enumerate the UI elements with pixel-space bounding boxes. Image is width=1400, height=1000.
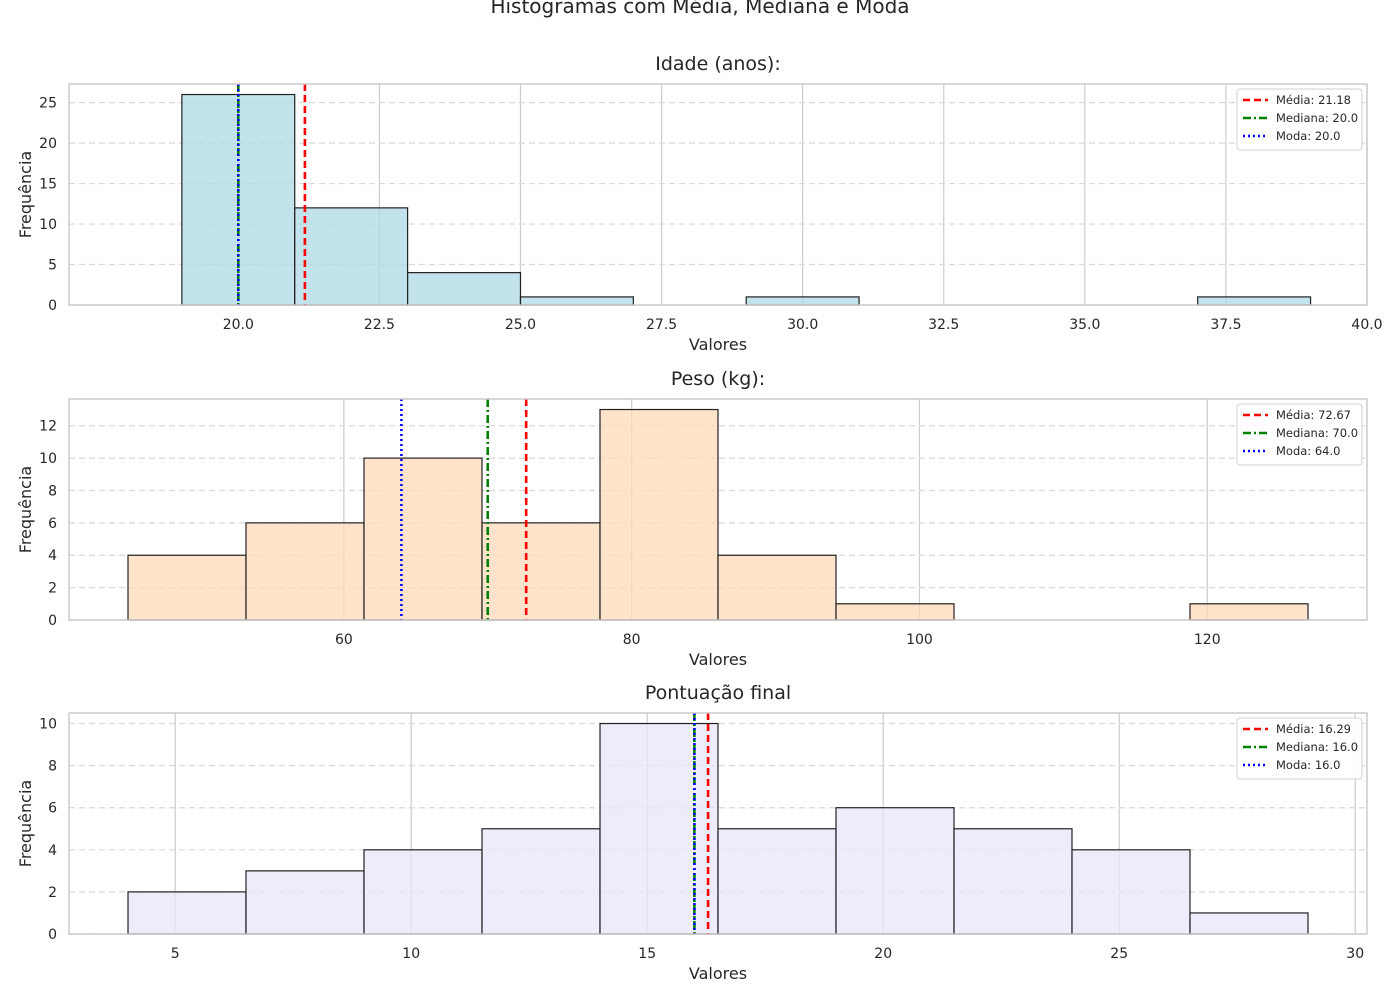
y-tick-label: 4 — [48, 843, 57, 859]
legend: Média: 16.29 Mediana: 16.0 Moda: 16.0 — [1236, 717, 1363, 780]
legend-label: Moda: 20.0 — [1276, 129, 1340, 143]
histogram-bar — [835, 603, 955, 621]
y-tick-label: 0 — [48, 927, 57, 943]
histogram-bar — [519, 296, 634, 306]
histogram-bar — [245, 870, 365, 935]
x-tick-label: 25 — [1110, 946, 1128, 962]
y-tick-label: 20 — [39, 136, 57, 152]
histogram-bar — [481, 522, 601, 621]
legend-label: Moda: 64.0 — [1276, 444, 1340, 458]
y-axis-label: Frequência — [16, 780, 35, 867]
histogram-bar — [127, 891, 247, 935]
legend: Média: 21.18 Mediana: 20.0 Moda: 20.0 — [1236, 88, 1363, 151]
y-tick-label: 0 — [48, 613, 57, 629]
x-axis-label: Valores — [689, 650, 747, 669]
histogram-bar — [1189, 912, 1309, 935]
legend-box — [1236, 403, 1363, 466]
x-tick-label: 15 — [638, 946, 656, 962]
x-tick-label: 20 — [874, 946, 892, 962]
x-axis-label: Valores — [689, 335, 747, 354]
legend: Média: 72.67 Mediana: 70.0 Moda: 64.0 — [1236, 403, 1363, 466]
y-tick-label: 4 — [48, 548, 57, 564]
x-tick-label: 40.0 — [1351, 317, 1382, 333]
x-tick-label: 32.5 — [928, 317, 959, 333]
histogram-bar — [717, 828, 837, 935]
x-tick-label: 37.5 — [1210, 317, 1241, 333]
histogram-bar — [481, 828, 601, 935]
y-tick-label: 15 — [39, 177, 57, 193]
histogram-bar — [1071, 849, 1191, 935]
histogram-bar — [407, 272, 522, 306]
histogram-bar — [363, 849, 483, 935]
x-axis-label: Valores — [689, 964, 747, 983]
histogram-bar — [745, 296, 860, 306]
y-tick-label: 2 — [48, 885, 57, 901]
legend-label: Mediana: 20.0 — [1276, 111, 1358, 125]
x-tick-label: 5 — [171, 946, 180, 962]
y-tick-label: 8 — [48, 483, 57, 499]
legend-label: Média: 16.29 — [1276, 722, 1351, 736]
x-tick-label: 20.0 — [223, 317, 254, 333]
y-tick-label: 12 — [39, 419, 57, 435]
x-tick-label: 10 — [402, 946, 420, 962]
histogram-bar — [363, 457, 483, 621]
legend-box — [1236, 88, 1363, 151]
panel-title: Idade (anos): — [655, 53, 781, 75]
histogram-bar — [1189, 603, 1309, 621]
y-axis-label: Frequência — [16, 466, 35, 553]
histogram-bar — [599, 722, 719, 935]
plot-frame — [68, 398, 1368, 621]
x-tick-label: 27.5 — [646, 317, 677, 333]
legend-label: Média: 21.18 — [1276, 93, 1351, 107]
y-tick-label: 6 — [48, 801, 57, 817]
y-tick-label: 10 — [39, 717, 57, 733]
y-axis-label: Frequência — [16, 151, 35, 238]
y-tick-label: 10 — [39, 451, 57, 467]
y-tick-label: 5 — [48, 258, 57, 274]
legend-label: Moda: 16.0 — [1276, 758, 1340, 772]
plot-frame — [68, 712, 1368, 935]
histogram-panel-2: 60 80 100 120 0 2 4 6 8 10 12 Valores Frequência Peso… — [16, 368, 1368, 669]
y-tick-label: 10 — [39, 217, 57, 233]
x-tick-label: 30.0 — [787, 317, 818, 333]
figure-title: Histogramas com Média, Mediana e Moda — [490, 0, 910, 18]
plot-frame — [68, 83, 1368, 306]
x-tick-label: 30 — [1346, 946, 1364, 962]
legend-box — [1236, 717, 1363, 780]
x-tick-label: 60 — [335, 632, 353, 648]
panel-title: Pontuação final — [645, 682, 791, 704]
x-tick-label: 35.0 — [1069, 317, 1100, 333]
x-tick-label: 22.5 — [364, 317, 395, 333]
x-tick-label: 25.0 — [505, 317, 536, 333]
histogram-bar — [245, 522, 365, 621]
histogram-bar — [717, 554, 837, 621]
histogram-bar — [953, 828, 1073, 935]
histogram-bar — [1197, 296, 1312, 306]
legend-label: Mediana: 16.0 — [1276, 740, 1358, 754]
histogram-panel-1: 20.0 22.5 25.0 27.5 30.0 32.5 35.0 37.5 40.0 0 5 10… — [16, 53, 1383, 354]
histogram-panel-3: 5 10 15 20 25 30 0 2 4 6 8 10 Valores Frequência Pontu… — [16, 682, 1368, 983]
histogram-bar — [294, 207, 409, 306]
panel-title: Peso (kg): — [671, 368, 765, 390]
histogram-bar — [127, 554, 247, 621]
x-tick-label: 120 — [1194, 632, 1221, 648]
histogram-bar — [599, 408, 719, 621]
y-tick-label: 0 — [48, 298, 57, 314]
y-tick-label: 8 — [48, 759, 57, 775]
legend-label: Média: 72.67 — [1276, 408, 1351, 422]
x-tick-label: 80 — [623, 632, 641, 648]
y-tick-label: 6 — [48, 516, 57, 532]
y-tick-label: 25 — [39, 96, 57, 112]
x-tick-label: 100 — [906, 632, 933, 648]
legend-label: Mediana: 70.0 — [1276, 426, 1358, 440]
y-tick-label: 2 — [48, 581, 57, 597]
histogram-bar — [835, 807, 955, 935]
